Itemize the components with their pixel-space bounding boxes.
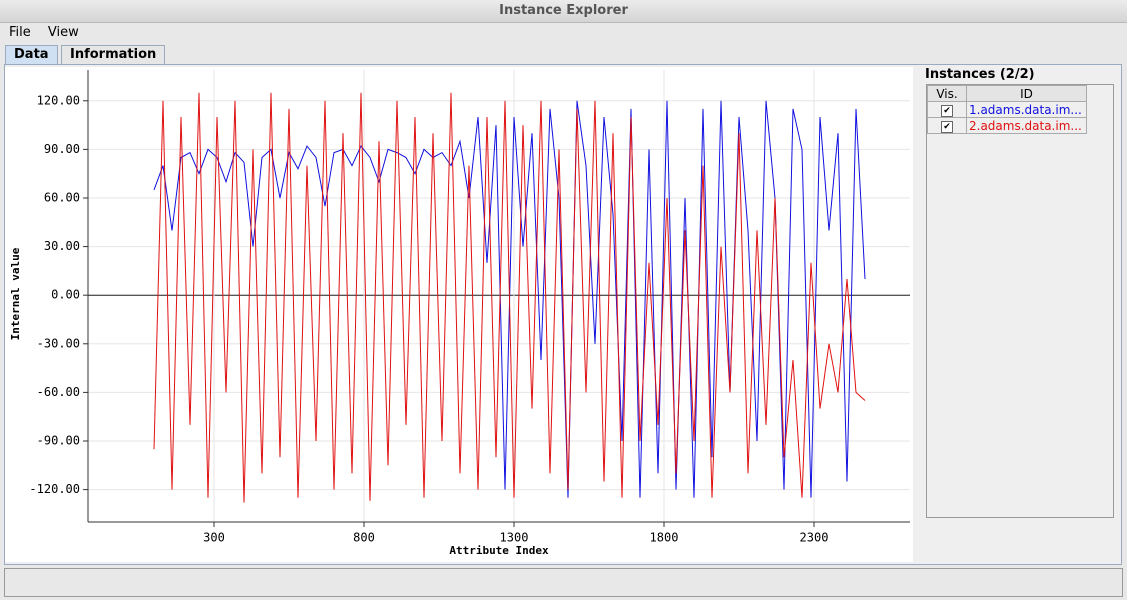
instance-id[interactable]: 1.adams.data.im... [966, 101, 1087, 118]
y-tick-label: 90.00 [44, 142, 80, 156]
x-tick-label: 300 [203, 531, 225, 545]
y-tick-label: -90.00 [37, 433, 80, 447]
status-bar [4, 568, 1123, 597]
instances-table: Vis. ID ✔ 1.adams.data.im... ✔ 2.adams.data… [926, 84, 1114, 518]
x-tick-label: 1300 [500, 531, 529, 545]
series-line [153, 92, 866, 503]
checkbox[interactable]: ✔ [941, 121, 953, 133]
x-axis-label: Attribute Index [449, 544, 549, 557]
y-axis-label: Internal value [9, 247, 22, 340]
y-tick-label: -60.00 [37, 385, 80, 399]
header-vis: Vis. [927, 85, 967, 102]
tab-information[interactable]: Information [61, 45, 166, 64]
checkbox[interactable]: ✔ [941, 105, 953, 117]
y-tick-label: 30.00 [44, 239, 80, 253]
y-tick-label: -30.00 [37, 336, 80, 350]
x-tick-label: 800 [353, 531, 375, 545]
y-tick-label: 0.00 [51, 288, 80, 302]
menu-view[interactable]: View [47, 25, 79, 40]
header-id: ID [966, 85, 1087, 102]
chart: Internal value Attribute Index -120.00 -9… [9, 70, 910, 557]
tab-data[interactable]: Data [5, 45, 58, 64]
x-tick-label: 2300 [800, 531, 829, 545]
y-tick-label: 60.00 [44, 190, 80, 204]
menu-bar: File View [0, 23, 1127, 42]
window-title: Instance Explorer [0, 0, 1127, 23]
table: Vis. ID ✔ 1.adams.data.im... ✔ 2.adams.data… [927, 85, 1087, 134]
y-tick-label: -120.00 [29, 482, 80, 496]
x-tick-label: 1800 [650, 531, 679, 545]
instance-id[interactable]: 2.adams.data.im... [966, 117, 1087, 134]
panel-title: Instances (2/2) [925, 67, 1035, 82]
y-tick-label: 120.00 [37, 93, 80, 107]
menu-file[interactable]: File [9, 25, 31, 40]
